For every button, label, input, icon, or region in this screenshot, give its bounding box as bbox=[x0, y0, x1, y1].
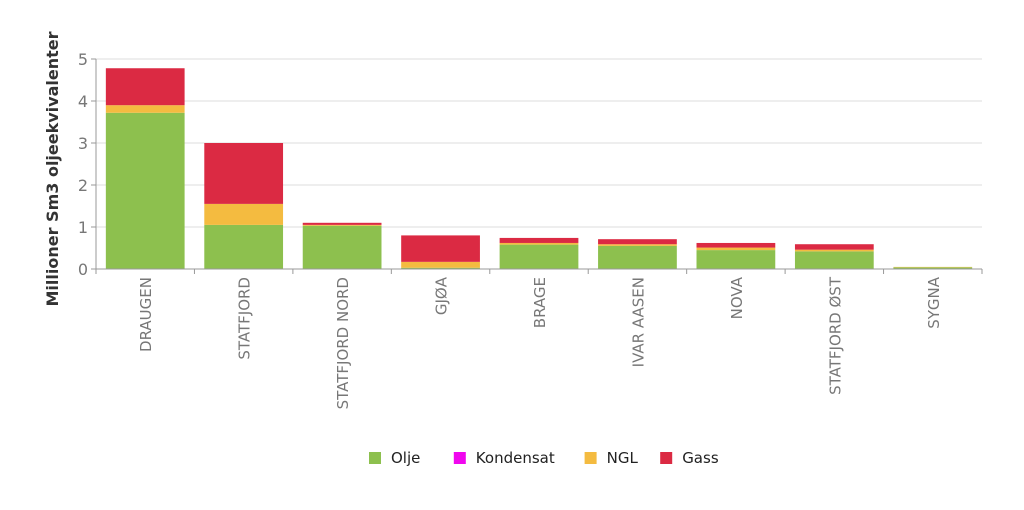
bar-ngl-1 bbox=[204, 203, 284, 225]
bar-gass-3 bbox=[401, 235, 480, 262]
bar-olje-2 bbox=[302, 225, 382, 269]
legend-swatch-olje bbox=[369, 452, 381, 464]
x-tick-label: STATFJORD NORD bbox=[334, 277, 352, 409]
bar-ngl-3 bbox=[401, 261, 480, 268]
y-tick-label: 0 bbox=[78, 260, 88, 279]
bar-gass-5 bbox=[598, 239, 677, 245]
y-axis-label: Millioner Sm3 oljeekvivalenter bbox=[43, 31, 62, 306]
x-tick-label: NOVA bbox=[728, 276, 746, 319]
bar-olje-5 bbox=[598, 245, 677, 269]
bar-gass-2 bbox=[302, 222, 382, 225]
bar-olje-6 bbox=[696, 250, 776, 269]
bar-olje-3 bbox=[401, 267, 480, 269]
x-tick-label: STATFJORD bbox=[236, 277, 254, 360]
y-tick-label: 4 bbox=[78, 92, 88, 111]
axes: 0 1 2 3 4 5 DRAUGEN STATFJORD STATFJORD NORD GJØA… bbox=[78, 50, 983, 409]
x-tick-label: DRAUGEN bbox=[137, 277, 155, 352]
bar-gass-1 bbox=[204, 143, 284, 204]
legend-label-ngl: NGL bbox=[607, 449, 639, 467]
y-tick-label: 5 bbox=[78, 50, 88, 69]
bar-ngl-2 bbox=[302, 224, 382, 226]
y-tick-label: 3 bbox=[78, 134, 88, 153]
x-tick-label: IVAR AASEN bbox=[629, 277, 647, 367]
bar-olje-0 bbox=[105, 112, 185, 269]
x-tick-label: BRAGE bbox=[531, 277, 549, 328]
bars bbox=[105, 68, 973, 269]
x-tick-label: SYGNA bbox=[925, 276, 943, 329]
bar-gass-0 bbox=[105, 68, 185, 106]
legend-swatch-ngl bbox=[584, 452, 597, 464]
bar-olje-8 bbox=[893, 267, 973, 269]
legend-label-gass: Gass bbox=[682, 449, 719, 467]
bar-gass-4 bbox=[499, 237, 579, 243]
bar-olje-7 bbox=[794, 251, 874, 269]
bar-olje-4 bbox=[499, 244, 579, 269]
bar-gass-6 bbox=[696, 242, 776, 248]
x-tick-label: STATFJORD ØST bbox=[826, 276, 844, 395]
bar-gass-7 bbox=[794, 244, 874, 250]
bar-olje-1 bbox=[204, 224, 284, 269]
legend-swatch-kondensat bbox=[453, 452, 466, 464]
bar-ngl-6 bbox=[696, 247, 776, 251]
legend-label-olje: Olje bbox=[391, 449, 420, 467]
y-tick-label: 1 bbox=[78, 218, 88, 237]
bar-ngl-7 bbox=[794, 249, 874, 252]
legend-label-kondensat: Kondensat bbox=[476, 449, 555, 467]
bar-ngl-4 bbox=[499, 242, 579, 245]
bar-ngl-0 bbox=[105, 105, 185, 113]
x-tick-label: GJØA bbox=[433, 276, 451, 315]
legend: Olje Kondensat NGL Gass bbox=[369, 449, 719, 467]
bar-ngl-5 bbox=[598, 244, 677, 246]
y-tick-label: 2 bbox=[78, 176, 88, 195]
legend-swatch-gass bbox=[660, 452, 673, 464]
